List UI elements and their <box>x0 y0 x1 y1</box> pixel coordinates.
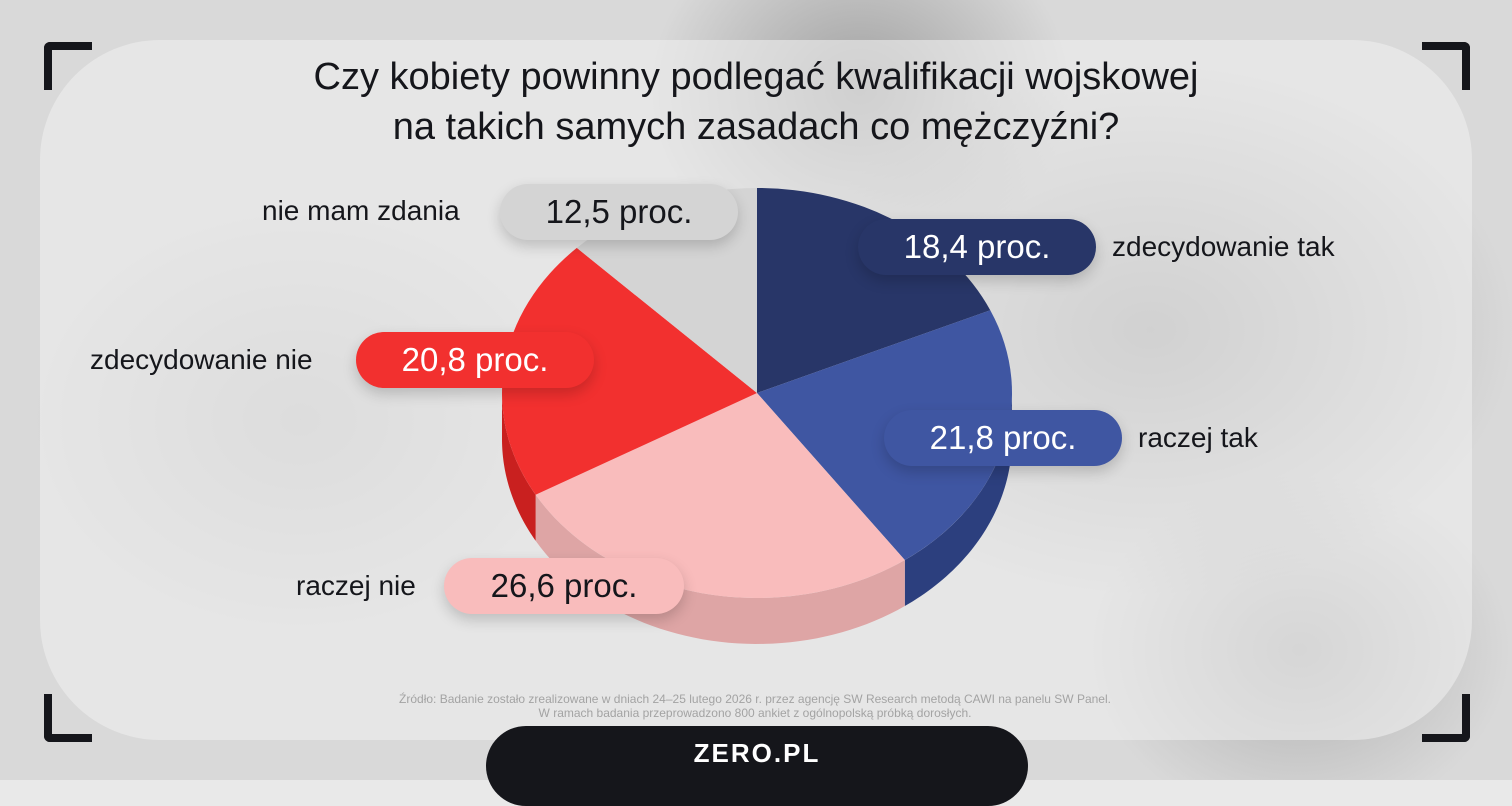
value-pill-nie-mam-zdania: 12,5 proc. <box>500 184 738 240</box>
category-label-raczej-nie: raczej nie <box>296 570 416 601</box>
value-label-zdecydowanie-nie: 20,8 proc. <box>401 341 549 378</box>
pie-side-raczej-tak <box>904 393 1012 607</box>
brand-logo: ZERO.PL <box>693 738 821 768</box>
corner-bracket-top-left <box>44 42 92 90</box>
value-pill-zdecydowanie-nie: 20,8 proc. <box>356 332 594 388</box>
chart-title-line-2: na takich samych zasadach co mężczyźni? <box>392 106 1120 148</box>
pie-chart <box>501 188 1013 644</box>
value-label-raczej-tak: 21,8 proc. <box>929 419 1077 456</box>
chart-title: Czy kobiety powinny podlegać kwalifikacj… <box>0 52 1512 152</box>
category-label-zdecydowanie-nie: zdecydowanie nie <box>90 344 313 375</box>
value-label-zdecydowanie-tak: 18,4 proc. <box>903 228 1051 265</box>
value-pill-raczej-tak: 21,8 proc. <box>884 410 1122 466</box>
source-note-line-2: W ramach badania przeprowadzono 800 anki… <box>538 706 972 720</box>
category-label-nie-mam-zdania: nie mam zdania <box>262 195 460 226</box>
source-note-line-1: Źródło: Badanie zostało zrealizowane w d… <box>399 692 1111 706</box>
category-label-zdecydowanie-tak: zdecydowanie tak <box>1112 231 1335 262</box>
pie-side-zdecydowanie-nie <box>502 393 536 541</box>
value-label-raczej-nie: 26,6 proc. <box>490 567 638 604</box>
value-pill-raczej-nie: 26,6 proc. <box>444 558 684 614</box>
source-note: Źródło: Badanie zostało zrealizowane w d… <box>320 692 1190 720</box>
value-label-nie-mam-zdania: 12,5 proc. <box>545 193 693 230</box>
pie-slice-zdecydowanie-nie <box>501 247 757 495</box>
corner-bracket-top-right <box>1422 42 1470 90</box>
category-label-raczej-tak: raczej tak <box>1138 422 1258 453</box>
pie-slice-raczej-nie <box>535 393 905 599</box>
corner-bracket-bottom-right <box>1422 694 1470 742</box>
pie-slice-zdecydowanie-tak <box>757 188 991 393</box>
corner-bracket-bottom-left <box>44 694 92 742</box>
chart-title-line-1: Czy kobiety powinny podlegać kwalifikacj… <box>313 56 1199 98</box>
value-pill-zdecydowanie-tak: 18,4 proc. <box>858 219 1096 275</box>
